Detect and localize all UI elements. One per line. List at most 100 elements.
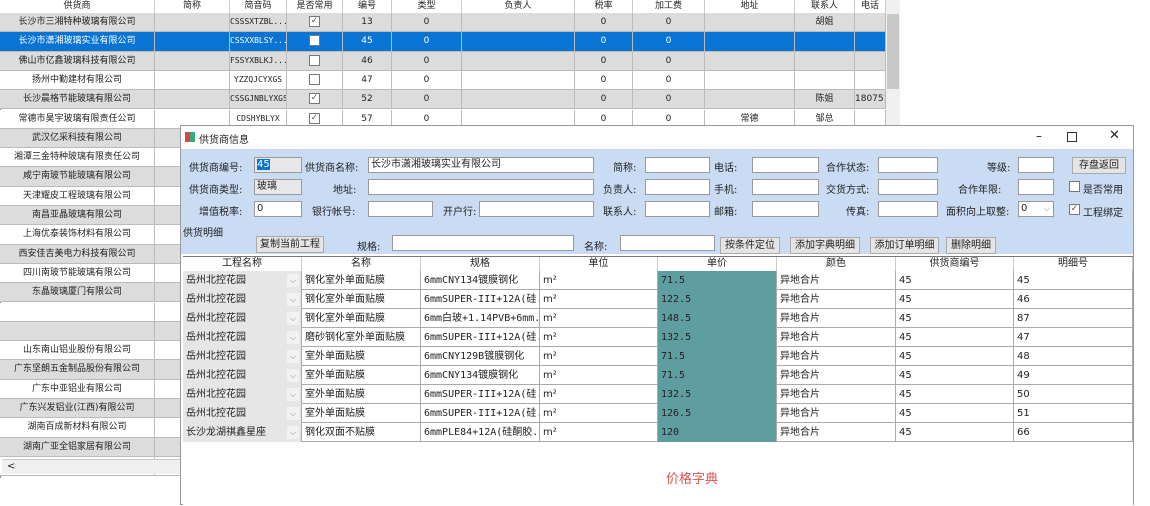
project-combo[interactable]: 岳州北控花园 ⌵ bbox=[183, 366, 302, 385]
column-header[interactable]: 加工费 bbox=[633, 0, 705, 13]
detail-column-header[interactable]: 工程名称 bbox=[183, 257, 302, 271]
detail-column-header[interactable]: 单价 bbox=[658, 257, 777, 271]
detail-row[interactable]: 岳州北控花园 ⌵ 室外单面贴膜 6mmSUPER-III+12A(硅... m² 132.… bbox=[183, 385, 1133, 404]
detail-column-header[interactable]: 规格 bbox=[421, 257, 540, 271]
horizontal-scrollbar[interactable]: < bbox=[2, 459, 182, 474]
detail-column-header[interactable]: 单位 bbox=[540, 257, 658, 271]
supplier-row[interactable]: 长沙市三湘特种玻璃有限公司 CSSSXTZBL... ✓ 13 0 0 0 胡姐 bbox=[0, 13, 886, 33]
chevron-down-icon[interactable]: ⌵ bbox=[287, 350, 299, 363]
contact-field[interactable] bbox=[645, 201, 710, 217]
supplier-row[interactable]: 佛山市亿鑫玻璃科技有限公司 FSSYXBLKJ... 46 0 0 0 bbox=[0, 51, 886, 71]
supplier-row[interactable]: 长沙市潇湘玻璃实业有限公司 CSSXXBLSY... 45 0 0 0 bbox=[0, 32, 886, 52]
email-field[interactable] bbox=[752, 201, 819, 217]
detail-column-header[interactable]: 供货商编号 bbox=[896, 257, 1014, 271]
common-checkbox[interactable] bbox=[309, 35, 320, 47]
chevron-down-icon[interactable]: ⌵ bbox=[287, 293, 299, 306]
chevron-down-icon[interactable]: ⌵ bbox=[287, 426, 299, 439]
locate-button[interactable]: 按条件定位 bbox=[720, 237, 780, 254]
column-header[interactable]: 简音码 bbox=[230, 0, 287, 13]
detail-column-header[interactable]: 明细号 bbox=[1014, 257, 1133, 271]
project-combo[interactable]: 岳州北控花园 ⌵ bbox=[183, 347, 302, 366]
chevron-down-icon[interactable]: ⌵ bbox=[287, 331, 299, 344]
supplier-type-field[interactable]: 玻璃 bbox=[254, 179, 302, 195]
cell-name: 四川南玻节能玻璃有限公司 bbox=[0, 263, 155, 283]
column-header[interactable]: 地址 bbox=[705, 0, 795, 13]
supplier-row[interactable]: 长沙晨格节能玻璃有限公司 CSSGJNBLYXGS ✓ 52 0 0 0 陈姐 180751 bbox=[0, 90, 886, 110]
chevron-down-icon[interactable]: ⌵ bbox=[287, 312, 299, 325]
detail-row[interactable]: 岳州北控花园 ⌵ 室外单面贴膜 6mmSUPER-III+12A(硅... m² 126.… bbox=[183, 404, 1133, 423]
common-checkbox[interactable] bbox=[1069, 181, 1080, 192]
column-header[interactable]: 电话 bbox=[855, 0, 886, 13]
chevron-down-icon[interactable]: ⌵ bbox=[287, 274, 299, 287]
project-combo[interactable]: 长沙龙湖祺鑫星座 ⌵ bbox=[183, 423, 302, 442]
area-round-select[interactable]: 0 ⌵ bbox=[1018, 201, 1054, 217]
copy-project-button[interactable]: 复制当前工程 bbox=[256, 236, 324, 253]
level-label: 等级: bbox=[987, 163, 1011, 174]
detail-row[interactable]: 长沙龙湖祺鑫星座 ⌵ 钢化双面不贴膜 6mmPLE84+12A(硅酮胶... m² 120… bbox=[183, 423, 1133, 442]
detail-row[interactable]: 岳州北控花园 ⌵ 钢化室外单面贴膜 6mmSUPER-III+12A(硅... m² 12… bbox=[183, 290, 1133, 309]
detail-row[interactable]: 岳州北控花园 ⌵ 室外单面贴膜 6mmCNY129B镀膜钢化 m² 71.5 异地合片 45 4… bbox=[183, 347, 1133, 366]
supplier-row[interactable]: 扬州中勤建材有限公司 YZZQJCYXGS 47 0 0 0 bbox=[0, 70, 886, 91]
fax-field[interactable] bbox=[878, 201, 938, 217]
project-combo[interactable]: 岳州北控花园 ⌵ bbox=[183, 404, 302, 423]
vat-field[interactable]: 0 bbox=[254, 201, 302, 217]
column-header[interactable]: 负责人 bbox=[462, 0, 575, 13]
add-order-detail-button[interactable]: 添加订单明细 bbox=[870, 237, 939, 254]
detail-row[interactable]: 岳州北控花园 ⌵ 磨砂钢化室外单面贴膜 6mmSUPER-III+12A(硅... m²… bbox=[183, 328, 1133, 347]
delete-detail-button[interactable]: 删除明细 bbox=[946, 237, 996, 254]
abbr-field[interactable] bbox=[645, 157, 710, 173]
owner-field[interactable] bbox=[645, 179, 710, 195]
project-combo[interactable]: 岳州北控花园 ⌵ bbox=[183, 385, 302, 404]
project-bind-checkbox[interactable]: ✓ bbox=[1069, 204, 1080, 215]
bank-account-field[interactable] bbox=[368, 201, 433, 217]
save-return-button[interactable]: 存盘返回 bbox=[1072, 157, 1126, 174]
maximize-icon[interactable] bbox=[1067, 132, 1077, 142]
common-checkbox[interactable] bbox=[309, 73, 320, 85]
detail-row[interactable]: 岳州北控花园 ⌵ 室外单面贴膜 6mmCNY134镀膜钢化 m² 71.5 异地合片 45 49 bbox=[183, 366, 1133, 385]
column-header[interactable]: 是否常用 bbox=[287, 0, 343, 13]
bank-field[interactable] bbox=[479, 201, 594, 217]
chevron-down-icon[interactable]: ⌵ bbox=[287, 388, 299, 401]
scroll-left-icon[interactable]: < bbox=[7, 461, 16, 472]
cell-tax: 0 bbox=[575, 109, 633, 128]
project-combo[interactable]: 岳州北控花园 ⌵ bbox=[183, 328, 302, 347]
project-combo[interactable]: 岳州北控花园 ⌵ bbox=[183, 290, 302, 309]
coop-status-field[interactable] bbox=[878, 157, 938, 173]
supplier-name-field[interactable]: 长沙市潇湘玻璃实业有限公司 bbox=[368, 157, 594, 173]
mobile-field[interactable] bbox=[752, 179, 819, 195]
common-checkbox[interactable]: ✓ bbox=[309, 16, 320, 27]
name-field[interactable] bbox=[620, 235, 715, 251]
detail-column-header[interactable]: 颜色 bbox=[777, 257, 896, 271]
minimize-icon[interactable]: – bbox=[1036, 129, 1042, 143]
project-combo[interactable]: 岳州北控花园 ⌵ bbox=[183, 271, 302, 290]
column-header[interactable]: 联系人 bbox=[795, 0, 855, 13]
chevron-down-icon[interactable]: ⌵ bbox=[287, 369, 299, 382]
detail-column-header[interactable]: 名称 bbox=[302, 257, 421, 271]
column-header[interactable]: 编号 bbox=[343, 0, 392, 13]
cell-name bbox=[0, 302, 155, 321]
detail-row[interactable]: 岳州北控花园 ⌵ 钢化室外单面贴膜 6mmCNY134镀膜钢化 m² 71.5 异地合片 45… bbox=[183, 271, 1133, 290]
level-field[interactable] bbox=[1018, 157, 1054, 173]
project-combo[interactable]: 岳州北控花园 ⌵ bbox=[183, 309, 302, 328]
column-header[interactable]: 税率 bbox=[575, 0, 633, 13]
cell-addr bbox=[705, 51, 795, 70]
add-dict-detail-button[interactable]: 添加字典明细 bbox=[790, 237, 860, 254]
column-header[interactable]: 类型 bbox=[392, 0, 462, 13]
detail-row[interactable]: 岳州北控花园 ⌵ 钢化室外单面贴膜 6mm白玻+1.14PVB+6mm... m² 148… bbox=[183, 309, 1133, 328]
supplier-no-field[interactable]: 45 bbox=[254, 157, 302, 173]
column-header[interactable]: 供货商 bbox=[0, 0, 155, 13]
cell-text: 51 bbox=[1017, 408, 1030, 419]
coop-years-field[interactable] bbox=[1018, 179, 1054, 195]
column-header[interactable]: 简称 bbox=[155, 0, 230, 13]
close-icon[interactable]: ✕ bbox=[1109, 128, 1120, 143]
address-field[interactable] bbox=[368, 179, 594, 195]
delivery-field[interactable] bbox=[878, 179, 938, 195]
scrollbar-thumb[interactable] bbox=[887, 14, 899, 89]
chevron-down-icon[interactable]: ⌵ bbox=[287, 407, 299, 420]
price-dict-label[interactable]: 价格字典 bbox=[666, 472, 719, 487]
common-checkbox[interactable]: ✓ bbox=[309, 93, 320, 105]
spec-field[interactable] bbox=[392, 235, 574, 251]
common-checkbox[interactable]: ✓ bbox=[309, 112, 320, 124]
phone-field[interactable] bbox=[752, 157, 819, 173]
common-checkbox[interactable] bbox=[309, 54, 320, 66]
